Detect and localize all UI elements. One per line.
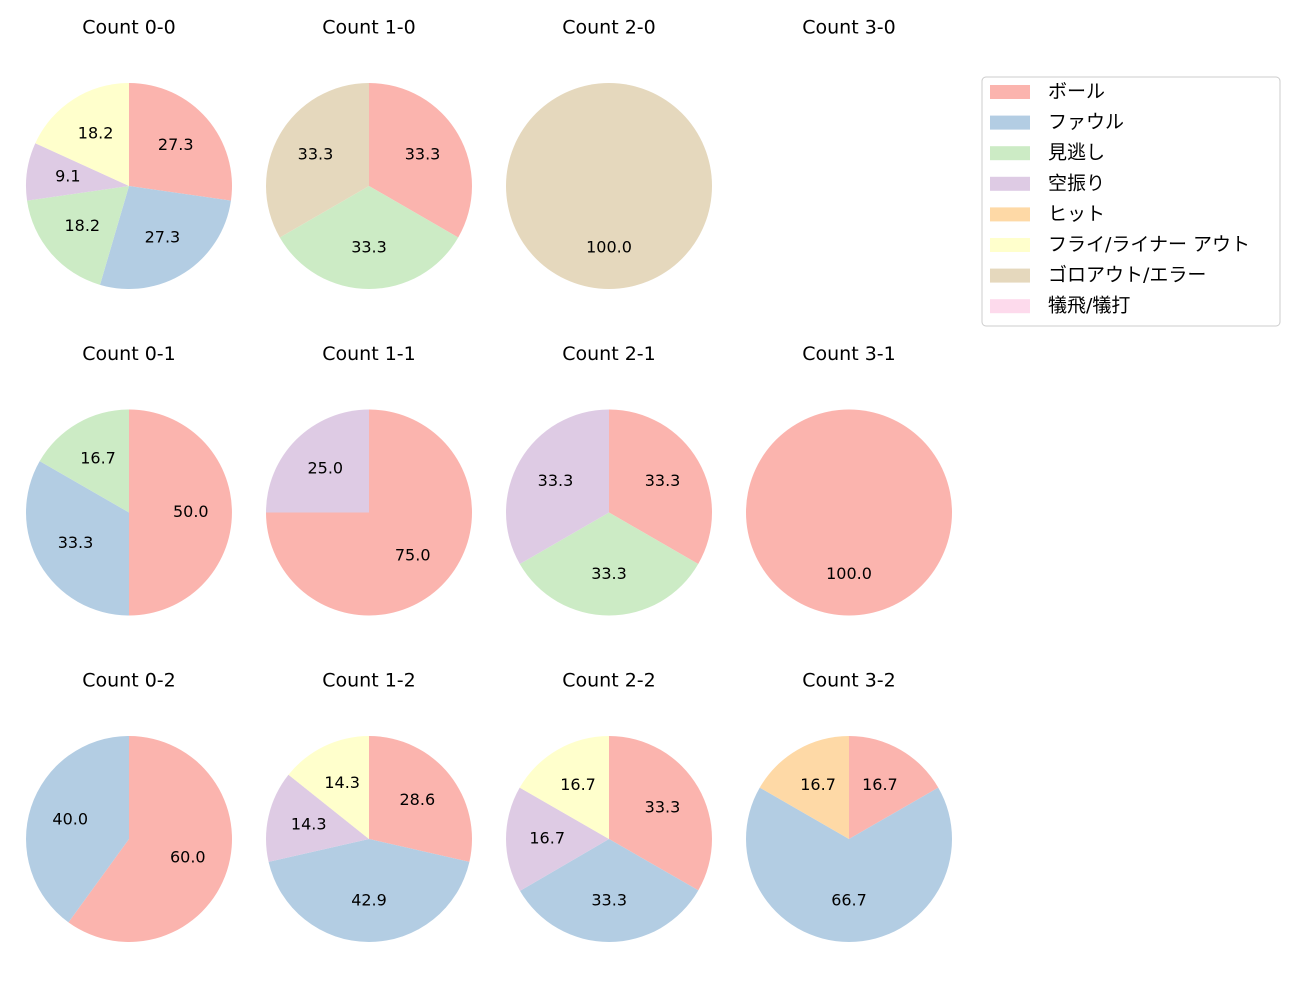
pie-value-label: 25.0	[307, 458, 343, 477]
pie-title: Count 3-2	[802, 670, 896, 692]
pie-value-label: 16.7	[862, 775, 898, 794]
pie-wedge	[268, 839, 470, 943]
pie-value-label: 18.2	[64, 216, 100, 235]
legend-label: 空振り	[1048, 172, 1105, 194]
pie-title: Count 3-1	[802, 343, 896, 365]
legend-label: フライ/ライナー アウト	[1048, 234, 1250, 256]
pie-value-label: 27.3	[145, 227, 181, 246]
pie-value-label: 33.3	[351, 237, 387, 256]
pie-wedge	[506, 409, 609, 564]
pie-value-label: 14.3	[291, 815, 327, 834]
pie-wedge	[288, 736, 369, 839]
pie-wedge	[519, 736, 609, 839]
pie-title: Count 2-0	[562, 17, 656, 39]
pie-title: Count 2-2	[562, 670, 656, 692]
legend-label: ボール	[1048, 81, 1105, 103]
legend-swatch	[990, 146, 1030, 161]
pie-wedge	[506, 787, 609, 891]
pie-wedge	[759, 736, 849, 839]
pie-value-label: 33.3	[591, 890, 627, 909]
pie-value-label: 16.7	[529, 829, 565, 848]
pie-value-label: 100.0	[586, 237, 632, 256]
pie-wedge	[265, 774, 369, 862]
legend-label: ファウル	[1048, 111, 1124, 133]
pie-title: Count 0-1	[82, 343, 176, 365]
pie-value-label: 16.7	[80, 449, 116, 468]
pie-value-label: 50.0	[173, 502, 209, 521]
pie-wedge	[520, 839, 699, 942]
pie-wedge	[746, 409, 952, 616]
pie-wedge	[129, 83, 233, 201]
pie-value-label: 40.0	[52, 809, 88, 828]
pie-title: Count 3-0	[802, 17, 896, 39]
pie-wedge	[506, 83, 712, 289]
pie-wedge	[266, 409, 369, 513]
legend-swatch	[990, 176, 1030, 191]
legend-swatch	[990, 85, 1030, 99]
pie-wedge	[746, 787, 953, 942]
pie-value-label: 27.3	[158, 135, 194, 154]
pie-value-label: 33.3	[591, 564, 627, 583]
pie-title: Count 2-1	[562, 343, 656, 365]
pie-value-label: 16.7	[560, 775, 596, 794]
pie-title: Count 0-0	[82, 17, 176, 39]
pie-wedge	[849, 736, 939, 839]
pie-value-label: 9.1	[55, 167, 80, 186]
pie-wedge	[266, 83, 369, 238]
pie-title: Count 1-0	[322, 17, 416, 39]
pie-value-label: 33.3	[298, 145, 334, 164]
pie-title: Count 1-1	[322, 343, 416, 365]
legend-label: ヒット	[1048, 203, 1105, 225]
pie-value-label: 18.2	[78, 124, 114, 143]
pie-value-label: 14.3	[324, 773, 360, 792]
pie-wedge	[25, 143, 129, 201]
legend-label: 犠飛/犠打	[1048, 295, 1130, 317]
pie-value-label: 33.3	[538, 471, 574, 490]
pie-wedge	[99, 186, 231, 289]
pie-wedge	[35, 83, 129, 186]
pie-wedge	[26, 736, 129, 923]
pie-title: Count 1-2	[322, 670, 416, 692]
pie-value-label: 75.0	[395, 546, 431, 565]
pie-value-label: 33.3	[58, 533, 94, 552]
pie-value-label: 42.9	[351, 890, 387, 909]
pie-value-label: 16.7	[800, 775, 836, 794]
pie-wedge	[609, 409, 712, 564]
legend-swatch	[990, 115, 1030, 130]
pie-wedge	[519, 512, 699, 616]
pie-value-label: 33.3	[645, 798, 681, 817]
pie-wedge	[129, 409, 232, 616]
pie-wedge	[369, 736, 472, 862]
pie-wedge	[68, 736, 233, 942]
legend-swatch	[990, 268, 1030, 283]
pie-value-label: 66.7	[831, 890, 867, 909]
legend-swatch	[990, 238, 1030, 252]
legend-swatch	[990, 207, 1030, 222]
pie-value-label: 33.3	[645, 471, 681, 490]
pie-wedge	[26, 461, 129, 616]
pie-title: Count 0-2	[82, 670, 176, 692]
legend-box	[981, 76, 1281, 327]
pie-value-label: 100.0	[826, 564, 872, 583]
legend-label: ゴロアウト/エラー	[1048, 264, 1206, 286]
pie-value-label: 33.3	[405, 145, 441, 164]
pie-wedge	[27, 186, 129, 285]
pie-wedge	[609, 736, 712, 891]
pie-wedge	[39, 409, 129, 513]
legend-swatch	[990, 299, 1030, 314]
legend-label: 見逃し	[1048, 142, 1105, 164]
pie-value-label: 28.6	[400, 790, 436, 809]
pie-value-label: 60.0	[170, 848, 206, 867]
pie-wedge	[369, 83, 472, 238]
